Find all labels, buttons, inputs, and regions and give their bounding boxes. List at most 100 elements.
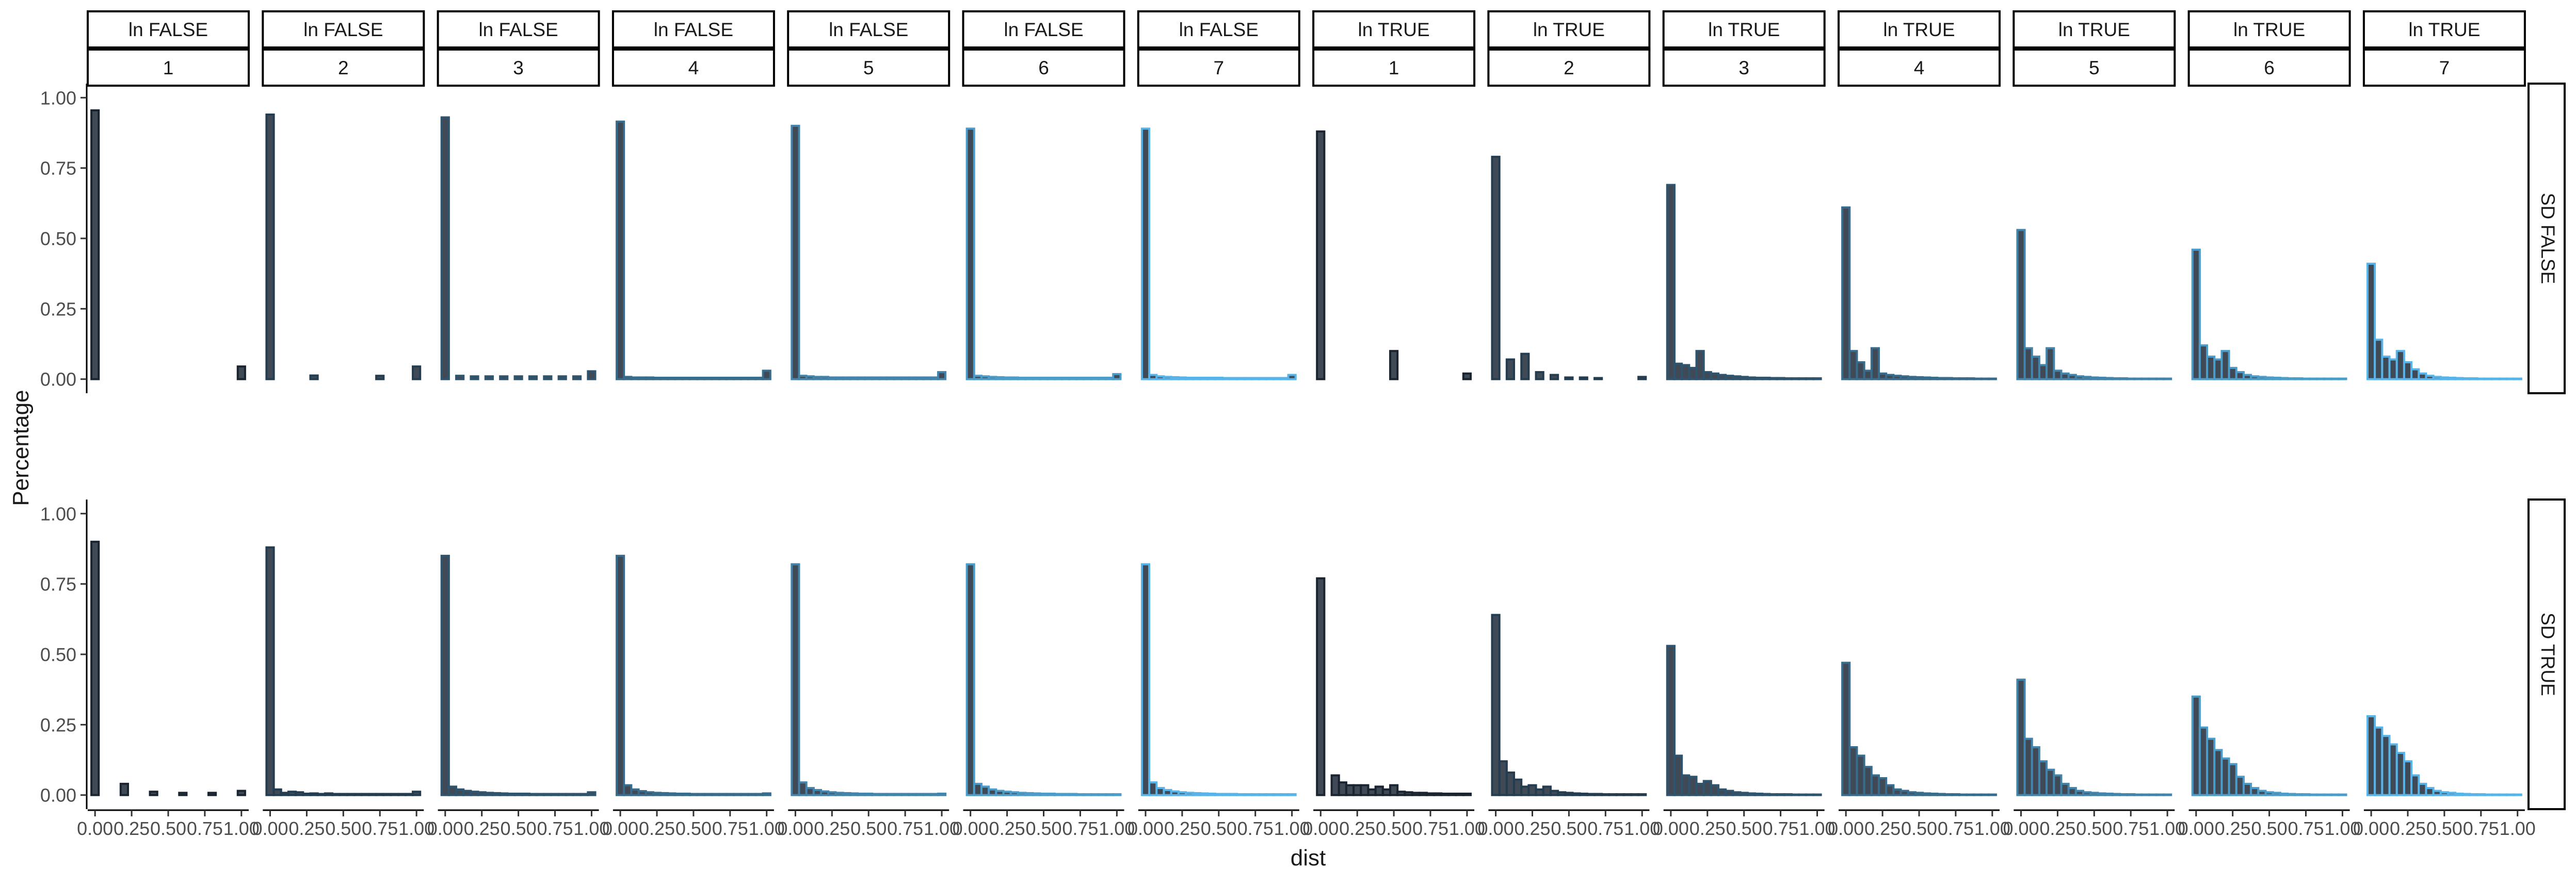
facet-strip-bottom-label: 7 bbox=[2439, 57, 2450, 78]
histogram-bar bbox=[287, 791, 297, 796]
histogram-bar bbox=[2439, 376, 2449, 380]
histogram-bar bbox=[1148, 374, 1158, 380]
histogram-bar bbox=[812, 376, 823, 380]
histogram-bar bbox=[1549, 374, 1559, 380]
histogram-bar bbox=[937, 793, 947, 796]
x-tick-label: 0.25 bbox=[2215, 818, 2251, 839]
histogram-bar bbox=[1527, 784, 1537, 796]
histogram-bar bbox=[929, 793, 939, 796]
histogram-bar bbox=[440, 555, 450, 796]
histogram-bar bbox=[1571, 792, 1581, 796]
histogram-bar bbox=[1032, 792, 1041, 796]
histogram-bar bbox=[747, 377, 757, 380]
histogram-bar bbox=[375, 375, 385, 380]
histogram-bar bbox=[1702, 371, 1712, 380]
histogram-bar bbox=[1878, 777, 1888, 796]
histogram-bar bbox=[1206, 793, 1216, 796]
histogram-bar bbox=[1856, 754, 1865, 796]
histogram-bar bbox=[1236, 793, 1246, 796]
histogram-bar bbox=[1498, 760, 1508, 796]
histogram-bar bbox=[856, 376, 866, 380]
histogram-bar bbox=[2235, 371, 2245, 380]
facet-strip-top bbox=[87, 10, 250, 49]
histogram-bar bbox=[2301, 793, 2311, 796]
facet-strip-top-label: ln TRUE bbox=[2058, 19, 2130, 40]
histogram-bar bbox=[2104, 793, 2114, 796]
x-tick-label: 0.75 bbox=[1062, 818, 1098, 839]
histogram-bar bbox=[1491, 155, 1501, 380]
x-tick-label: 0.75 bbox=[887, 818, 923, 839]
x-tick-label: 1.00 bbox=[1624, 818, 1660, 839]
histogram-bar bbox=[2031, 746, 2040, 796]
x-tick-label: 0.50 bbox=[1901, 818, 1937, 839]
histogram-bar bbox=[908, 793, 917, 796]
histogram-bar bbox=[557, 793, 567, 796]
histogram-bar bbox=[2023, 347, 2033, 380]
x-tick-label: 0.75 bbox=[2113, 818, 2149, 839]
histogram-bar bbox=[1083, 793, 1092, 796]
histogram-bar bbox=[1630, 793, 1640, 796]
histogram-bar bbox=[324, 792, 334, 796]
histogram-bar bbox=[878, 376, 888, 380]
histogram-bar bbox=[1090, 377, 1100, 380]
histogram-bar bbox=[462, 790, 472, 796]
facet-strip-row bbox=[2527, 83, 2566, 394]
histogram-bar bbox=[1184, 792, 1195, 796]
histogram-bar bbox=[455, 375, 465, 380]
histogram-bar bbox=[1002, 376, 1012, 380]
histogram-bar bbox=[1316, 577, 1326, 796]
histogram-bar bbox=[696, 377, 706, 380]
histogram-bar bbox=[375, 793, 385, 796]
histogram-bar bbox=[2425, 787, 2435, 796]
histogram-bar bbox=[412, 791, 422, 796]
histogram-bar bbox=[1024, 792, 1034, 796]
histogram-bar bbox=[842, 792, 851, 796]
histogram-bar bbox=[1520, 785, 1530, 796]
histogram-bar bbox=[615, 120, 625, 380]
histogram-bar bbox=[1557, 791, 1567, 796]
histogram-bar bbox=[1798, 377, 1808, 380]
histogram-bar bbox=[711, 377, 720, 380]
histogram-bar bbox=[674, 793, 684, 796]
histogram-bar bbox=[2272, 377, 2281, 380]
x-tick-label: 0.00 bbox=[777, 818, 813, 839]
histogram-bar bbox=[1068, 377, 1078, 380]
histogram-bar bbox=[980, 785, 990, 796]
histogram-bar bbox=[1163, 789, 1172, 796]
histogram-bar bbox=[2235, 776, 2245, 796]
histogram-bar bbox=[536, 793, 545, 796]
histogram-bar bbox=[1112, 373, 1122, 380]
y-tick-label: 0.50 bbox=[40, 644, 76, 665]
histogram-bar bbox=[1732, 791, 1742, 796]
x-tick-label: 0.00 bbox=[1302, 818, 1339, 839]
histogram-bar bbox=[1002, 791, 1012, 796]
histogram-bar bbox=[2257, 790, 2267, 796]
facet-strip-bottom bbox=[437, 49, 600, 87]
histogram-bar bbox=[2046, 768, 2055, 796]
histogram-bar bbox=[2366, 715, 2376, 796]
histogram-bar bbox=[827, 791, 837, 796]
histogram-bar bbox=[1105, 793, 1115, 796]
histogram-bar bbox=[791, 563, 800, 796]
histogram-bar bbox=[2395, 350, 2405, 380]
x-tick-label: 0.50 bbox=[1201, 818, 1237, 839]
histogram-bar bbox=[1681, 364, 1691, 380]
histogram-bar bbox=[703, 377, 713, 380]
histogram-bar bbox=[1046, 377, 1056, 380]
histogram-bar bbox=[791, 124, 800, 380]
histogram-bar bbox=[995, 790, 1005, 796]
x-tick-label: 0.75 bbox=[1763, 818, 1799, 839]
x-tick-label: 0.00 bbox=[427, 818, 463, 839]
histogram-bar bbox=[1265, 793, 1275, 796]
histogram-bar bbox=[1009, 791, 1019, 796]
x-tick-label: 0.75 bbox=[1938, 818, 1974, 839]
facet-strip-row bbox=[2527, 498, 2566, 810]
histogram-bar bbox=[1360, 784, 1370, 796]
histogram-bar bbox=[2461, 377, 2471, 380]
histogram-bar bbox=[864, 376, 874, 380]
histogram-bar bbox=[491, 792, 502, 796]
histogram-bar bbox=[557, 375, 567, 380]
facet-strip-bottom-label: 1 bbox=[1389, 57, 1399, 78]
histogram-bar bbox=[900, 376, 910, 380]
histogram-bar bbox=[1615, 793, 1625, 796]
